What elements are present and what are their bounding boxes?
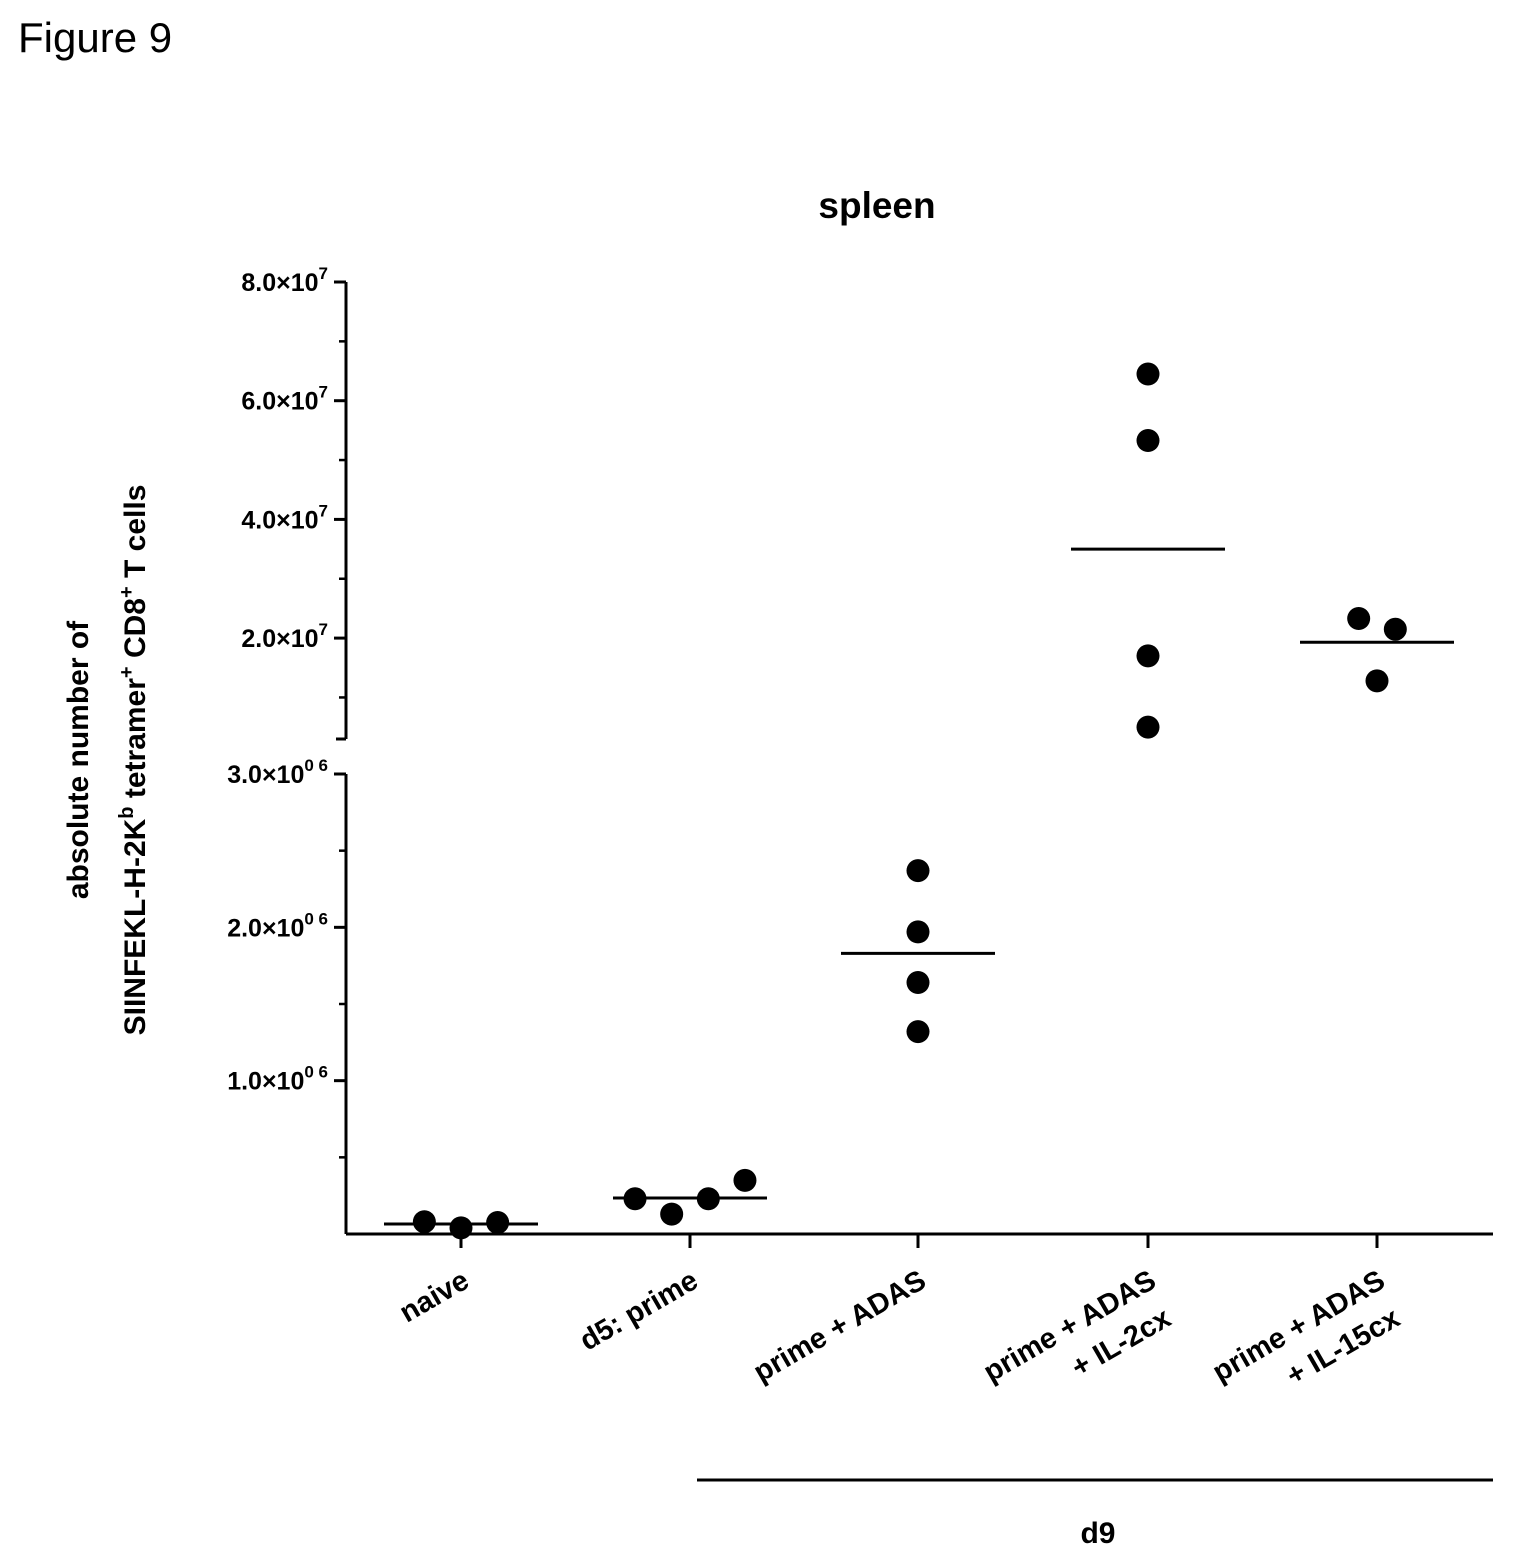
y-axis-label-part: T cells xyxy=(119,485,152,587)
y-tick-label-exponent: 7 xyxy=(319,620,328,639)
data-point xyxy=(906,1020,930,1044)
y-tick-label: 8.0×107 xyxy=(241,264,328,297)
y-axis-label-line1: absolute number of xyxy=(62,620,95,899)
y-tick-label: 6.0×107 xyxy=(241,383,328,416)
y-tick-label-base: 6.0×10 xyxy=(241,388,318,416)
data-point xyxy=(449,1216,473,1240)
data-point xyxy=(906,859,930,883)
x-category-label-line: prime + ADAS xyxy=(748,1264,931,1388)
y-tick-label-base: 8.0×10 xyxy=(241,269,318,297)
x-category-label: prime + ADAS xyxy=(748,1264,931,1388)
y-tick-label-exponent: 7 xyxy=(319,501,328,520)
y-tick-label-exponent: 0 6 xyxy=(304,909,328,928)
data-point xyxy=(1365,669,1389,693)
group-label: d9 xyxy=(1080,1517,1115,1550)
x-category-label-line: naive xyxy=(394,1264,474,1329)
data-point xyxy=(623,1187,647,1211)
y-tick-label-exponent: 0 6 xyxy=(304,1063,328,1082)
data-point xyxy=(412,1210,436,1234)
data-point xyxy=(1136,715,1160,739)
y-tick-label-base: 1.0×10 xyxy=(227,1068,304,1096)
y-tick-label-exponent: 0 6 xyxy=(304,756,328,775)
y-axis-label-superscript: b xyxy=(116,806,138,818)
y-axis-label-part: SIINFEKL-H-2K xyxy=(119,818,152,1035)
data-point xyxy=(1136,644,1160,668)
y-axis-label: absolute number of SIINFEKL-H-2Kb tetrame… xyxy=(62,485,152,1036)
y-tick-label-exponent: 7 xyxy=(319,383,328,402)
data-point xyxy=(1136,428,1160,452)
x-category-label: prime + ADAS+ IL-2cx xyxy=(978,1264,1176,1388)
y-tick-label-base: 4.0×10 xyxy=(241,506,318,534)
y-tick-label-base: 3.0×10 xyxy=(227,761,304,789)
y-axis-label-part: CD8 xyxy=(119,598,152,666)
y-axis-label-superscript: + xyxy=(116,586,138,598)
y-axis-label-part: tetramer xyxy=(119,678,152,807)
data-point xyxy=(660,1202,684,1226)
x-category-label: prime + ADAS+ IL-15cx xyxy=(1207,1264,1405,1392)
y-tick-label: 1.0×100 6 xyxy=(227,1063,328,1096)
data-point xyxy=(906,971,930,995)
y-tick-label: 4.0×107 xyxy=(241,501,328,534)
y-tick-label: 2.0×100 6 xyxy=(227,909,328,942)
y-axis-label-line2: SIINFEKL-H-2Kb tetramer+ CD8+ T cells xyxy=(116,485,152,1036)
x-category-label: naive xyxy=(394,1264,474,1329)
data-point xyxy=(1136,362,1160,386)
x-category-label: d5: prime xyxy=(574,1264,703,1357)
figure-label: Figure 9 xyxy=(18,14,173,61)
data-point xyxy=(906,920,930,944)
data-point xyxy=(1347,607,1371,631)
data-point xyxy=(486,1211,510,1234)
chart-title: spleen xyxy=(818,185,935,226)
data-point xyxy=(1383,617,1407,641)
x-category-label-line: d5: prime xyxy=(574,1264,703,1357)
data-point xyxy=(696,1187,720,1211)
y-tick-label-exponent: 7 xyxy=(319,264,328,283)
y-tick-label: 3.0×100 6 xyxy=(227,756,328,789)
y-tick-label-base: 2.0×10 xyxy=(241,625,318,653)
data-point xyxy=(733,1168,757,1192)
y-axis-label-superscript: + xyxy=(116,666,138,678)
y-tick-label: 2.0×107 xyxy=(241,620,328,653)
y-tick-label-base: 2.0×10 xyxy=(227,914,304,942)
